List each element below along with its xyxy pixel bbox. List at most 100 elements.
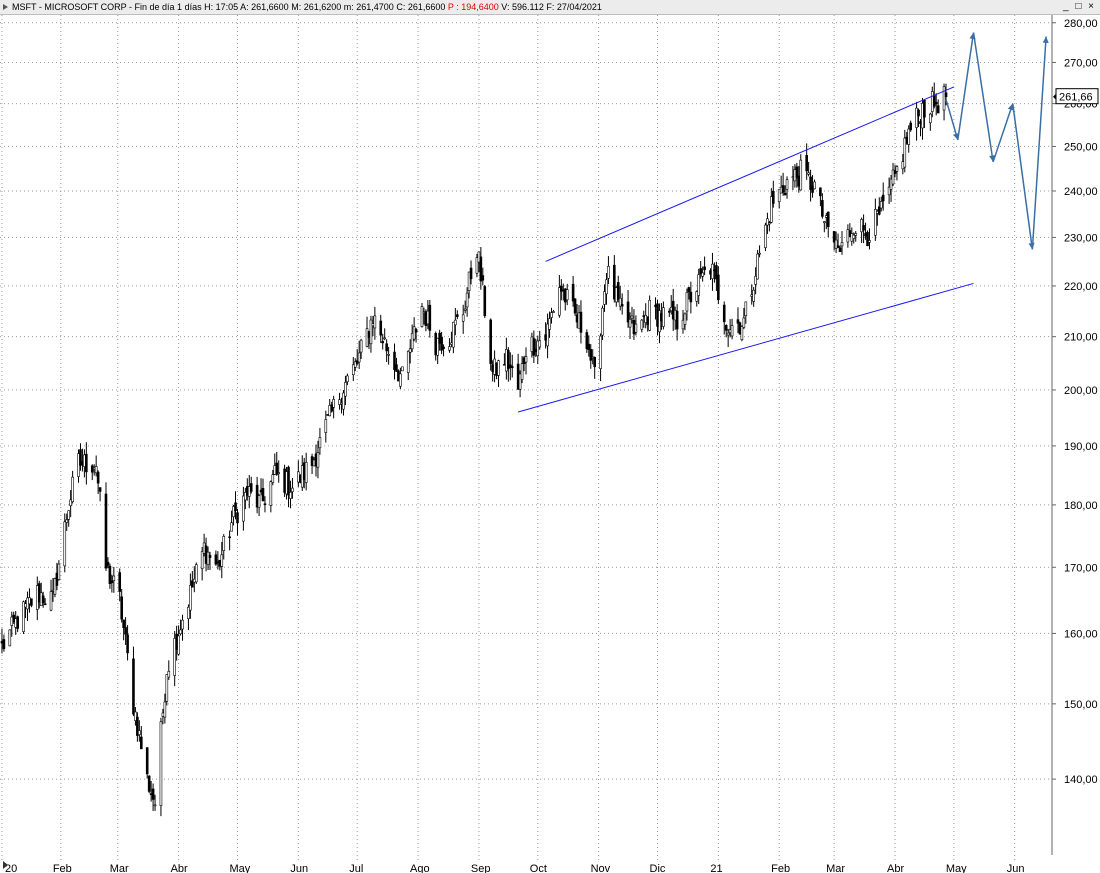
candle-body: [587, 343, 591, 350]
x-tick-label: Jun: [1007, 863, 1025, 873]
projection-arrowhead: [1042, 36, 1049, 43]
candle-body: [497, 360, 500, 376]
candle-body: [463, 308, 467, 311]
x-tick-label: Feb: [53, 863, 72, 873]
candle-body: [236, 512, 239, 524]
channel-lower-line: [518, 282, 974, 413]
candle-body: [159, 721, 163, 807]
candle-body: [385, 343, 388, 352]
candle-body: [287, 466, 290, 496]
candle-body: [179, 629, 182, 635]
candle-body: [601, 307, 604, 336]
candle-body: [481, 275, 485, 281]
candle-body: [550, 312, 553, 318]
candle-body: [722, 304, 726, 323]
candle-body: [589, 349, 593, 361]
x-tick-label: Mar: [110, 863, 129, 873]
candle-body: [593, 357, 596, 367]
candle-body: [177, 635, 180, 655]
x-tick-label: Dic: [650, 863, 666, 873]
candle-body: [369, 319, 373, 345]
y-tick-label: 170,00: [1064, 562, 1098, 574]
candle-body: [338, 399, 341, 405]
candle-body: [291, 487, 294, 492]
candle-body: [408, 348, 412, 353]
candle-body: [697, 274, 701, 296]
candle-body: [67, 510, 70, 520]
candle-body: [124, 627, 127, 635]
candle-body: [689, 291, 693, 303]
candle-body: [917, 109, 920, 117]
candle-body: [332, 399, 335, 408]
candle-body: [605, 279, 608, 295]
candle-body: [71, 476, 74, 503]
play-icon[interactable]: [3, 861, 8, 869]
candle-body: [465, 292, 469, 308]
candle-body: [813, 181, 816, 190]
candle-body: [607, 266, 610, 279]
candle-body: [440, 336, 443, 351]
candle-body: [891, 169, 895, 185]
candle-body: [342, 392, 345, 410]
candle-body: [717, 274, 720, 301]
candle-body: [599, 335, 602, 369]
candle-body: [752, 289, 755, 302]
candle-body: [687, 287, 691, 292]
candle-body: [330, 404, 333, 412]
price-chart: 140,00 150,00 160,00 170,00 180,00 190,00 200,…: [0, 15, 1099, 873]
candle-body: [140, 736, 143, 750]
candle-body: [799, 159, 803, 191]
x-tick-label: Oct: [530, 863, 547, 873]
candle-body: [701, 272, 704, 277]
candle-body: [683, 313, 687, 325]
candle-body: [795, 166, 799, 178]
candle-body: [552, 311, 555, 313]
candle-body: [836, 245, 840, 248]
candle-body: [628, 319, 632, 328]
candle-body: [357, 352, 361, 363]
last-price-pointer-icon: [1053, 93, 1056, 100]
date-value: F: 27/04/2021: [546, 2, 602, 12]
y-tick-label: 250,00: [1064, 141, 1098, 153]
candle-body: [275, 462, 279, 475]
candle-body: [167, 671, 171, 678]
y-tick-label: 270,00: [1064, 57, 1098, 69]
candle-body: [771, 190, 775, 204]
candle-body: [915, 107, 918, 128]
candle-body: [819, 187, 822, 197]
candle-body: [120, 596, 123, 620]
candle-body: [214, 554, 218, 565]
candle-body: [456, 314, 459, 317]
candle-body: [532, 338, 536, 356]
expand-triangle-icon[interactable]: [3, 4, 8, 10]
y-tick-label: 150,00: [1064, 699, 1098, 711]
candle-body: [43, 603, 47, 606]
candle-body: [903, 137, 907, 168]
projection-segment: [992, 103, 1014, 163]
y-tick-label: 190,00: [1064, 441, 1098, 453]
y-tick-label: 160,00: [1064, 628, 1098, 640]
candle-body: [520, 363, 524, 380]
window-controls[interactable]: _ □ ×: [1063, 1, 1096, 12]
candle-body: [393, 351, 396, 370]
projection-arrowhead: [1007, 103, 1014, 111]
candle-body: [261, 488, 265, 502]
candle-body: [777, 189, 781, 203]
candle-body: [852, 234, 856, 239]
candle-body: [942, 86, 946, 111]
p-value: P : 194,6400: [447, 2, 499, 12]
candle-body: [758, 252, 761, 255]
candle-body: [866, 231, 869, 247]
candle-body: [811, 185, 814, 193]
candle-body: [383, 337, 386, 340]
candle-body: [232, 506, 235, 518]
candle-body: [234, 502, 237, 512]
candle-body: [108, 565, 112, 584]
candle-body: [832, 231, 836, 243]
candle-body: [781, 185, 785, 193]
candle-body: [742, 317, 746, 328]
x-axis-ticks: 20 Feb Mar Abr May Jun Jul Ago Sep Oct Nov Dic 21 Feb…: [5, 863, 1024, 873]
candle-body: [579, 311, 583, 333]
candle-body: [944, 92, 948, 97]
candle-body: [879, 201, 883, 209]
